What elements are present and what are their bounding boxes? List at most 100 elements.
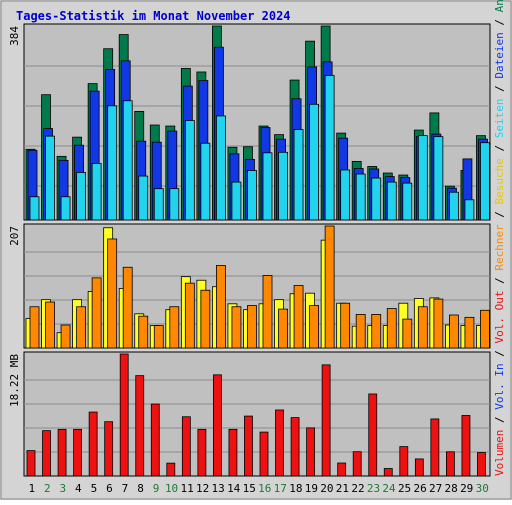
sites-bar-day-5 — [91, 277, 102, 349]
sites-bar-day-7 — [122, 266, 133, 349]
day-label-4: 4 — [75, 482, 82, 495]
day-label-11: 11 — [180, 482, 193, 495]
legend-segment-1: Anfragen — [493, 0, 506, 12]
volume-bar-day-20 — [321, 364, 331, 477]
pages-bar-day-4 — [76, 172, 86, 221]
legend-segment-2: / — [493, 12, 506, 32]
sites-bar-day-19 — [309, 305, 320, 349]
legend-segment-13: Vol. In — [493, 363, 506, 409]
volume-bar-day-2 — [42, 430, 51, 477]
sites-bar-day-24 — [386, 308, 397, 349]
legend-segment-11: Vol. Out — [493, 291, 506, 344]
pages-bar-day-29 — [464, 199, 475, 221]
volume-bar-day-18 — [290, 417, 300, 477]
legend-segment-15: Volumen — [493, 430, 506, 476]
day-label-2: 2 — [44, 482, 51, 495]
sites-bar-day-10 — [169, 306, 180, 349]
day-label-27: 27 — [429, 482, 442, 495]
pages-bar-day-18 — [293, 129, 304, 221]
volume-bar-day-10 — [166, 462, 176, 477]
sites-bar-day-2 — [45, 301, 55, 349]
sites-bar-day-9 — [153, 325, 164, 349]
volume-bar-day-29 — [461, 415, 471, 477]
legend-segment-10: / — [493, 271, 506, 291]
sites-bar-day-30 — [480, 309, 490, 349]
volume-bar-day-16 — [259, 431, 269, 477]
pages-bar-day-14 — [231, 181, 242, 221]
volume-bar-day-26 — [414, 458, 424, 477]
day-label-28: 28 — [445, 482, 458, 495]
volume-bar-day-22 — [352, 451, 362, 477]
pages-bar-day-2 — [45, 135, 55, 221]
legend-segment-6: / — [493, 138, 506, 158]
requests-panel: 384 — [8, 23, 491, 221]
day-label-12: 12 — [196, 482, 209, 495]
legend-text: Volumen / Vol. In / Vol. Out / Rechner /… — [493, 0, 506, 476]
sites-bar-day-29 — [464, 316, 475, 349]
legend-segment-9: Rechner — [493, 224, 506, 271]
legend-segment-12: / — [493, 344, 506, 364]
pages-bar-day-1 — [29, 196, 40, 221]
legend-segment-14: / — [493, 410, 506, 430]
day-label-16: 16 — [258, 482, 271, 495]
pages-bar-day-23 — [371, 177, 382, 221]
requests-ymax-label: 384 — [8, 26, 21, 46]
pages-bar-day-11 — [184, 120, 195, 221]
volume-bar-day-4 — [73, 428, 82, 477]
day-label-21: 21 — [336, 482, 349, 495]
volume-ymax-label: 18.22 MB — [8, 354, 21, 407]
volume-bar-day-5 — [88, 411, 98, 477]
volume-bar-day-21 — [337, 462, 347, 477]
day-label-30: 30 — [476, 482, 489, 495]
pages-bar-day-20 — [324, 75, 335, 221]
pages-bar-day-5 — [91, 163, 102, 221]
sites-bar-day-1 — [29, 306, 40, 349]
day-label-23: 23 — [367, 482, 380, 495]
day-label-6: 6 — [106, 482, 113, 495]
sites-bar-day-16 — [262, 275, 273, 349]
legend-segment-4: / — [493, 79, 506, 99]
volume-bar-day-9 — [150, 403, 160, 477]
volume-bar-day-12 — [197, 428, 207, 477]
sites-bar-day-20 — [324, 225, 335, 349]
pages-bar-day-30 — [480, 142, 490, 221]
pages-bar-day-6 — [107, 105, 118, 221]
chart-panels: 384 207 18.22 MB — [8, 23, 491, 477]
pages-bar-day-22 — [355, 173, 366, 221]
visits-plot-area — [23, 223, 491, 349]
volume-bar-day-3 — [57, 428, 67, 477]
sites-bar-day-12 — [200, 289, 211, 349]
right-legend: Volumen / Vol. In / Vol. Out / Rechner /… — [493, 0, 506, 476]
pages-bar-day-27 — [433, 136, 444, 221]
volume-bar-day-14 — [228, 428, 238, 477]
sites-bar-day-21 — [340, 302, 351, 349]
sites-bar-day-17 — [278, 308, 288, 349]
pages-bar-day-21 — [340, 169, 351, 221]
day-label-24: 24 — [382, 482, 396, 495]
legend-segment-8: / — [493, 204, 506, 224]
pages-bar-day-28 — [448, 191, 459, 221]
day-label-8: 8 — [137, 482, 144, 495]
day-label-9: 9 — [153, 482, 160, 495]
pages-bar-day-16 — [262, 152, 273, 221]
pages-bar-day-24 — [386, 181, 397, 221]
volume-bar-day-30 — [477, 452, 486, 477]
legend-segment-7: Besuche — [493, 158, 506, 204]
pages-bar-day-12 — [200, 142, 211, 221]
sites-bar-day-3 — [60, 324, 71, 349]
sites-bar-day-11 — [184, 282, 195, 349]
volume-bar-day-19 — [306, 427, 316, 477]
volume-bar-day-28 — [445, 451, 455, 477]
pages-bar-day-17 — [278, 151, 288, 221]
day-label-10: 10 — [165, 482, 178, 495]
day-label-1: 1 — [28, 482, 35, 495]
sites-bar-day-4 — [76, 306, 86, 349]
day-label-20: 20 — [320, 482, 333, 495]
volume-bar-day-8 — [135, 375, 145, 477]
volume-bar-day-15 — [244, 415, 253, 477]
day-label-29: 29 — [460, 482, 473, 495]
pages-bar-day-7 — [122, 100, 133, 221]
volume-bar-day-25 — [399, 446, 409, 477]
